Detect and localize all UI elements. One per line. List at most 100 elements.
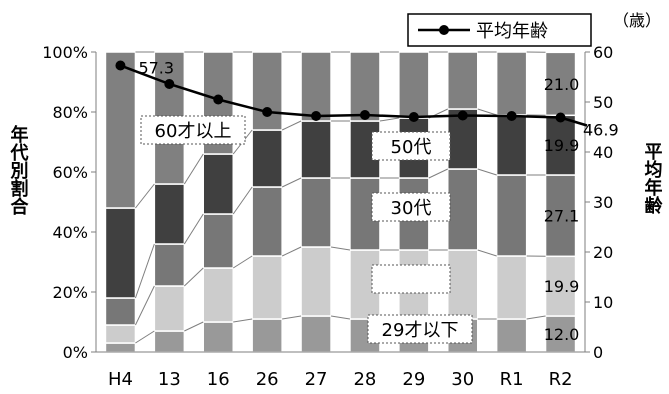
legend-marker <box>439 25 449 35</box>
right-tick-label: 10 <box>593 293 613 312</box>
right-axis-title: 平均年齢 <box>642 142 663 215</box>
left-tick-label: 40% <box>52 223 88 242</box>
bar-30-s4 <box>447 51 479 110</box>
connector-2-0 <box>134 243 155 299</box>
average-age-marker-29 <box>408 112 419 122</box>
series-callout-box-1 <box>371 264 451 294</box>
r2-segment-label-1: 19.9 <box>544 277 580 296</box>
category-label-30: 30 <box>451 369 474 390</box>
bar-30-s2 <box>447 168 479 251</box>
category-label-H4: H4 <box>108 369 133 390</box>
bar-26-s2 <box>251 186 283 257</box>
series-callout-label-0: 29才以下 <box>382 320 459 341</box>
series-labels: 60才以上 50代 30代 29才以下 <box>140 115 473 344</box>
bar-13-s1 <box>153 285 186 332</box>
series-callout-label-2: 30代 <box>391 198 432 219</box>
bar-R1-s1 <box>495 255 528 320</box>
connector-1-1 <box>184 267 204 287</box>
bar-30-s1 <box>447 249 479 320</box>
average-age-tail <box>560 116 588 127</box>
category-label-27: 27 <box>305 369 328 390</box>
series-callout-box-5 <box>140 115 246 145</box>
bar-H4-s2 <box>104 297 137 326</box>
connector-3-3 <box>281 120 302 131</box>
bar-26-s4 <box>251 51 283 131</box>
average-age-marker-H4 <box>115 60 126 71</box>
connector-1-7 <box>477 249 497 257</box>
r2-segment-label-4: 21.0 <box>544 75 580 94</box>
right-axis-unit: （歳） <box>613 11 661 30</box>
bar-26-s1 <box>251 255 283 320</box>
bars <box>104 51 577 353</box>
connector-0-8 <box>526 315 546 320</box>
bar-27-s3 <box>300 120 332 179</box>
category-label-13: 13 <box>158 369 181 390</box>
stack-connectors <box>134 51 546 344</box>
connector-3-5 <box>379 117 399 122</box>
category-label-16: 16 <box>207 369 230 390</box>
bar-R1-s3 <box>495 114 528 176</box>
connector-1-0 <box>135 285 155 326</box>
bar-26-s3 <box>251 129 283 188</box>
series-callout-box-4 <box>371 131 451 161</box>
line-label-first: 57.3 <box>138 59 174 78</box>
connector-2-7 <box>477 168 497 176</box>
connector-3-7 <box>477 108 497 116</box>
r2-segment-label-2: 27.1 <box>544 207 580 226</box>
connector-0-0 <box>135 330 155 344</box>
bar-16-s1 <box>202 267 234 323</box>
average-age-polyline <box>120 64 561 119</box>
series-callout-label-4: 50代 <box>391 137 432 158</box>
bar-13-s2 <box>153 243 186 287</box>
bar-R2-s1 <box>544 255 577 317</box>
left-tick-label: 60% <box>52 163 88 182</box>
r2-segment-label-0: 12.0 <box>544 325 580 344</box>
category-label-28: 28 <box>353 369 376 390</box>
left-tick-label: 20% <box>52 283 88 302</box>
series-callout-box-2 <box>371 192 451 222</box>
right-tick-label: 0 <box>593 343 603 362</box>
series-callout-label-5: 60才以上 <box>155 121 232 142</box>
bar-13-s0 <box>153 330 186 353</box>
bar-R2-s3 <box>544 114 577 176</box>
average-age-marker-R1 <box>506 111 517 121</box>
average-age-marker-26 <box>262 107 273 117</box>
bar-H4-s4 <box>104 51 137 209</box>
connector-2-1 <box>183 213 204 245</box>
average-age-line <box>115 60 588 127</box>
average-age-marker-28 <box>359 110 370 120</box>
category-label-R1: R1 <box>500 369 524 390</box>
connector-1-2 <box>232 255 253 269</box>
bar-27-s2 <box>300 177 332 248</box>
bar-16-s0 <box>202 321 234 353</box>
right-tick-label: 30 <box>593 193 613 212</box>
series-callout-box-0 <box>367 314 473 344</box>
axes: 0% 20% 40% 60% 80% 100% 0 10 20 30 40 50 60 H4 13 16 26 2… <box>42 43 613 390</box>
bar-26-s0 <box>251 318 283 353</box>
connector-3-0 <box>135 183 155 209</box>
bar-H4-s1 <box>104 324 137 344</box>
legend-entry: 平均年齢 <box>476 21 548 42</box>
right-tick-label: 60 <box>593 43 613 62</box>
bar-R1-s0 <box>495 318 528 353</box>
connector-0-2 <box>233 318 253 323</box>
connector-0-1 <box>184 321 204 332</box>
connector-1-4 <box>330 246 351 251</box>
left-axis-title: 年代別割合 <box>8 124 30 215</box>
right-tick-label: 20 <box>593 243 613 262</box>
category-label-R2: R2 <box>549 369 573 390</box>
line-label-last: 46.9 <box>583 121 619 140</box>
left-tick-label: 0% <box>63 343 88 362</box>
bar-R1-s4 <box>495 51 528 116</box>
bar-29-s4 <box>398 51 430 119</box>
category-label-26: 26 <box>256 369 279 390</box>
bar-R2-s4 <box>544 51 577 117</box>
bar-H4-s3 <box>104 207 137 299</box>
bar-16-s2 <box>202 213 234 269</box>
bar-R2-s2 <box>544 174 577 258</box>
connector-2-2 <box>232 186 253 215</box>
connector-0-4 <box>330 315 351 320</box>
r2-segment-label-3: 19.9 <box>544 136 580 155</box>
left-tick-label: 80% <box>52 103 88 122</box>
